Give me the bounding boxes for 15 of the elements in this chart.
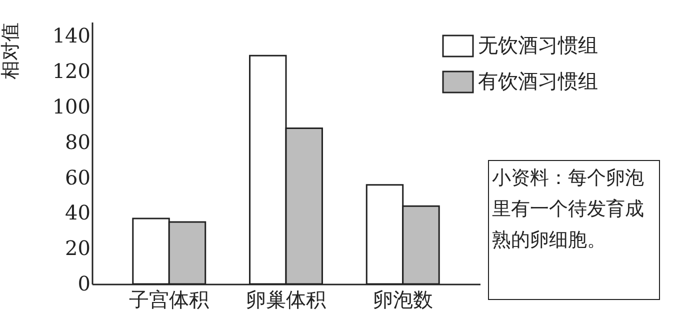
- y-tick-label: 40: [65, 200, 90, 225]
- y-tick-label: 20: [65, 236, 90, 260]
- legend-label: 有饮酒习惯组: [478, 69, 598, 93]
- y-tick-label: 0: [78, 272, 90, 296]
- y-tick-label: 120: [52, 59, 90, 84]
- x-tick-label: 子宫体积: [129, 288, 210, 312]
- y-tick-label: 80: [65, 130, 90, 154]
- y-tick-label: 100: [52, 94, 90, 118]
- text: 小资料：每个卵泡里有一个待发育成熟的卵细胞。: [488, 160, 660, 300]
- x-tick-label: 卵泡数: [372, 288, 433, 312]
- y-tick-label: 60: [65, 165, 90, 190]
- legend-label: 无饮酒习惯组: [478, 33, 598, 57]
- y-tick-label: 140: [52, 24, 90, 48]
- x-tick-label: 卵巢体积: [246, 288, 326, 312]
- y-axis-title: 相对值: [0, 22, 22, 80]
